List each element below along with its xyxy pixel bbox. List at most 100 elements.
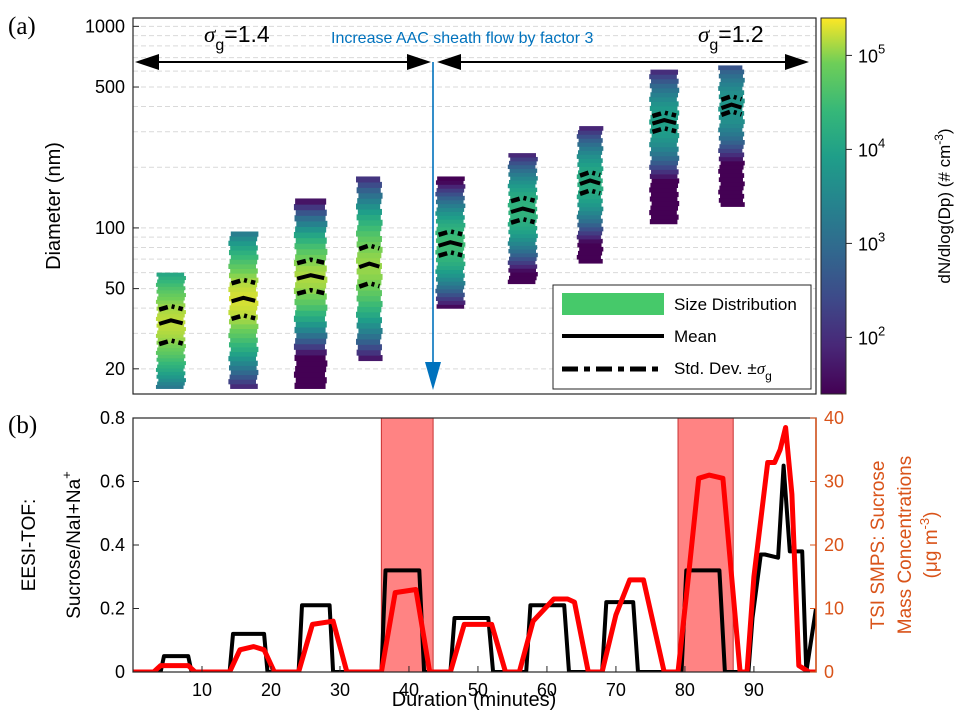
heatmap-cell [508,160,537,166]
heatmap-cell [718,177,743,183]
heatmap-cell [435,230,463,236]
heatmap-cell [157,371,186,376]
mean-line [437,240,463,248]
heatmap-column [293,198,328,389]
heatmap-cell [357,344,382,351]
colorbar-tick-exp: 3 [878,229,885,244]
heatmap-cell [649,128,678,134]
heatmap-cell [436,226,465,232]
heatmap-cell [156,306,185,311]
heatmap-cell [356,176,381,183]
heatmap-cell [158,344,186,349]
heatmap-cell [720,77,745,83]
heatmap-cell [157,330,185,335]
heatmap-cell [295,265,327,272]
heatmap-cell [577,190,603,196]
heatmap-cell [436,188,465,193]
heatmap-cell [357,198,382,205]
heatmap-cell [720,110,745,116]
heatmap-cell [295,282,327,289]
heatmap-cell [358,246,383,253]
panel-b-xlabel: Duration (minutes) [392,689,557,711]
heatmap-cell [579,166,604,171]
panel-a-label: (a) [8,13,36,40]
y-tick-label: 500 [95,77,125,97]
heatmap-cell [157,364,185,369]
heatmap-cell [358,219,383,226]
heatmap-cell [293,315,325,322]
heatmap-cell [720,98,745,104]
heatmap-cell [651,214,679,220]
heatmap-cell [295,338,327,345]
heatmap-cell [228,286,256,293]
heatmap-cell [356,257,381,264]
heatmap-cell [358,273,383,280]
colorbar-tick-base: 10 [858,234,878,254]
heatmap-cell [358,300,383,307]
legend-sigma-sub: g [765,369,772,383]
heatmap-cell [356,284,381,291]
heatmap-cell [651,133,680,139]
shaded-range [677,417,734,673]
heatmap-cell [720,193,745,199]
heatmap-cell [228,365,257,371]
ylabel-line-2: Sucrose/NaI+Na+ [59,471,85,619]
heatmap-cell [230,254,259,260]
panel-b: 10 20 30 40 50 60 70 80 90 0 0.2 0.4 0.6 0.8 0 10 20 30… [19,408,942,711]
std-upper-line [437,229,463,237]
sigma-sub: g [215,37,224,54]
heatmap-cell [579,126,604,131]
heatmap-cell [157,279,185,284]
heatmap-cell [510,233,538,239]
ylabel-sup: + [59,471,74,479]
heatmap-cell [576,134,601,139]
heatmap-cell [649,173,678,179]
heatmap-cell [508,210,536,216]
heatmap-cell [507,241,536,246]
heatmap-cell [157,381,185,386]
heatmap-column [356,176,383,362]
heatmap-cell [357,290,382,297]
heatmap-column [155,272,186,389]
heatmap-cell [293,231,325,239]
heatmap-cell [579,246,604,252]
heatmap-cell [357,306,382,313]
y2label-line-2: Mass Concentrations [895,456,916,634]
x-tick-label: 30 [330,680,350,700]
heatmap-cell [358,192,383,199]
heatmap-column [576,126,604,264]
heatmap-cell [230,360,258,366]
sigma-left-label: σg=1.4 [204,21,270,54]
heatmap-cell [576,214,601,220]
panel-b-y2label: TSI SMPS: Sucrose Mass Concentrations (μ… [868,456,942,634]
heatmap-cell [718,86,743,91]
heatmap-cell [356,268,381,275]
heatmap-cell [295,198,327,205]
y2-tick-label: 40 [824,408,844,428]
heatmap-cell [356,295,381,302]
heatmap-cell [509,168,538,173]
heatmap-cell [577,130,603,135]
heatmap-cell [508,275,537,281]
heatmap-cell [230,369,259,376]
panel-a-legend: Size Distribution Mean Std. Dev. ±σg [552,284,812,390]
sheath-flow-annotation: Increase AAC sheath flow by factor 3 [331,30,593,47]
heatmap-cell [155,282,184,287]
heatmap-cell [649,142,677,148]
heatmap-cell [158,361,186,366]
heatmap-cell [508,237,537,242]
heatmap-cell [356,349,381,356]
heatmap-cell [650,137,679,143]
legend-std-dev: Std. Dev. ±σg [674,359,772,383]
heatmap-cell [720,152,745,158]
y2-tick-label: 30 [824,472,844,492]
heatmap-column [718,65,745,207]
std-upper-line [579,169,601,178]
legend-patch-swatch [562,293,664,315]
heatmap-cell [294,243,326,250]
y2label-line-1: TSI SMPS: Sucrose [868,461,889,630]
heatmap-cell [437,222,466,228]
heatmap-cell [508,218,537,223]
